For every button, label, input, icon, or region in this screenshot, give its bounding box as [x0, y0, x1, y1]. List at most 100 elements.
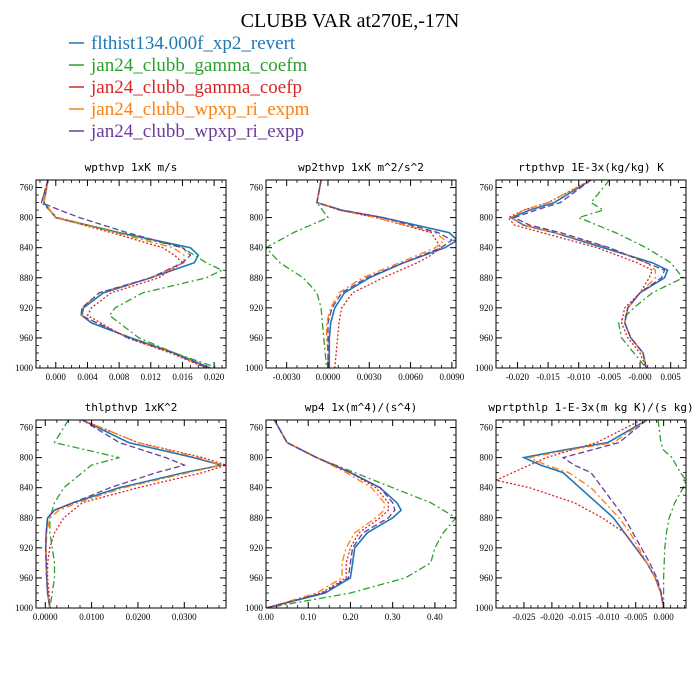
plot-frame: [35, 179, 227, 369]
series-line-2: [496, 420, 665, 608]
x-tick-label: 0.30: [385, 612, 401, 622]
series-line-1: [266, 180, 330, 368]
x-tick-label: 0.004: [77, 372, 98, 382]
series-line-3: [45, 420, 224, 608]
series-group: [266, 420, 456, 608]
y-tick-label: 800: [480, 453, 494, 463]
y-tick-label: 760: [480, 183, 494, 193]
series-line-4: [561, 420, 665, 608]
y-tick-label: 760: [20, 423, 34, 433]
x-tick-label: 0.0030: [357, 372, 382, 382]
series-line-3: [266, 420, 385, 608]
series-line-2: [266, 420, 390, 608]
x-tick-label: 0.008: [109, 372, 130, 382]
series-line-0: [44, 420, 222, 608]
y-tick-label: 920: [250, 543, 264, 553]
x-tick-label: -0.015: [568, 612, 592, 622]
series-line-1: [657, 420, 686, 608]
panel-title: thlpthvp 1xK^2: [85, 401, 178, 414]
series-group: [496, 420, 686, 608]
series-line-3: [43, 180, 209, 368]
series-line-0: [521, 420, 665, 608]
panel-0: wpthvp 1xK m/s 760 800 840 880 920 960 1000 0.00…: [15, 161, 227, 382]
x-tick-label: 0.0100: [79, 612, 104, 622]
plot-frame: [495, 419, 687, 609]
x-tick-label: 0.0000: [316, 372, 341, 382]
series-line-4: [512, 180, 666, 368]
series-line-1: [40, 180, 224, 368]
y-tick-label: 840: [250, 483, 264, 493]
series-line-2: [507, 180, 654, 368]
y-tick-label: 840: [20, 243, 34, 253]
x-tick-label: -0.005: [598, 372, 622, 382]
y-tick-label: 960: [20, 333, 34, 343]
series-line-2: [46, 420, 226, 608]
legend-label: jan24_clubb_wpxp_ri_expm: [90, 99, 310, 120]
x-tick-label: 0.000: [654, 612, 675, 622]
x-tick-label: -0.005: [624, 612, 648, 622]
panel-4: wp4 1x(m^4)/(s^4)76080084088092096010000…: [245, 401, 457, 622]
y-tick-label: 1000: [475, 603, 494, 613]
panel-title: wp2thvp 1xK m^2/s^2: [298, 161, 424, 174]
y-tick-label: 760: [250, 183, 264, 193]
series-line-0: [509, 180, 669, 368]
x-tick-label: -0.000: [628, 372, 652, 382]
y-tick-label: 1000: [475, 363, 494, 373]
y-tick-label: 760: [480, 423, 494, 433]
y-tick-label: 880: [250, 273, 264, 283]
x-tick-label: 0.0300: [172, 612, 197, 622]
series-line-4: [266, 420, 396, 608]
x-tick-label: 0.005: [661, 372, 682, 382]
panel-1: wp2thvp 1xK m^2/s^2 760 800 840 880 920 960 100…: [245, 161, 465, 382]
x-tick-label: -0.0030: [273, 372, 301, 382]
y-tick-label: 800: [250, 453, 264, 463]
plot-frame: [35, 419, 227, 609]
series-line-4: [316, 180, 454, 368]
x-tick-label: 0.000: [46, 372, 67, 382]
y-tick-label: 1000: [245, 603, 264, 613]
x-tick-label: 0.40: [427, 612, 443, 622]
x-tick-label: -0.010: [567, 372, 591, 382]
series-line-2: [43, 180, 207, 368]
x-tick-label: -0.025: [512, 612, 536, 622]
y-tick-label: 800: [480, 213, 494, 223]
x-tick-label: 0.0060: [398, 372, 423, 382]
series-group: [507, 180, 684, 368]
x-tick-label: -0.015: [536, 372, 560, 382]
y-tick-label: 920: [20, 543, 34, 553]
panels: wpthvp 1xK m/s76080084088092096010000.00…: [15, 161, 694, 622]
y-tick-label: 880: [20, 273, 34, 283]
panel-2: rtpthvp 1E-3x(kg/kg) K 760 800 840 880 920 960…: [475, 161, 687, 382]
figure-title: CLUBB VAR at270E,-17N: [241, 10, 460, 32]
x-tick-label: 0.00: [258, 612, 274, 622]
series-line-3: [527, 420, 665, 608]
y-tick-label: 800: [250, 213, 264, 223]
legend-label: jan24_clubb_gamma_coefm: [90, 55, 308, 76]
x-tick-label: 0.0000: [33, 612, 58, 622]
series-line-1: [49, 420, 120, 608]
y-tick-label: 960: [480, 333, 494, 343]
y-tick-label: 880: [480, 273, 494, 283]
y-tick-label: 840: [20, 483, 34, 493]
series-group: [266, 180, 456, 368]
series-line-1: [266, 420, 456, 608]
series-line-0: [43, 180, 211, 368]
panel-title: wp4 1x(m^4)/(s^4): [305, 401, 418, 414]
x-tick-label: 0.016: [172, 372, 193, 382]
y-tick-label: 760: [250, 423, 264, 433]
y-tick-label: 920: [20, 303, 34, 313]
plot-frame: [495, 179, 687, 369]
x-tick-label: 0.012: [141, 372, 161, 382]
x-tick-label: 0.20: [343, 612, 359, 622]
x-tick-label: -0.010: [596, 612, 620, 622]
panel-title: wpthvp 1xK m/s: [85, 161, 178, 174]
y-tick-label: 800: [20, 213, 34, 223]
legend-label: jan24_clubb_gamma_coefp: [90, 77, 302, 98]
y-tick-label: 880: [250, 513, 264, 523]
x-tick-label: 0.10: [300, 612, 316, 622]
y-tick-label: 920: [250, 303, 264, 313]
y-tick-label: 840: [480, 243, 494, 253]
legend: flthist134.000f_xp2_revertjan24_clubb_ga…: [69, 33, 310, 142]
series-group: [44, 420, 226, 608]
y-tick-label: 800: [20, 453, 34, 463]
